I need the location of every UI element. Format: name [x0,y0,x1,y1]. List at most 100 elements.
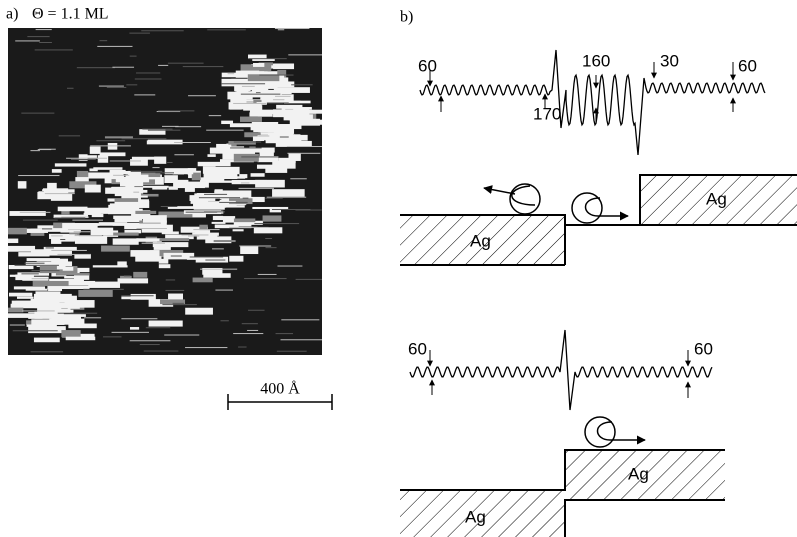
stm-texture [10,325,25,326]
stm-texture [185,188,195,192]
stm-texture [166,279,175,280]
stm-texture [25,263,45,264]
stm-texture [161,206,178,207]
stm-texture [214,240,236,242]
stm-texture [244,278,287,279]
stm-texture [113,238,139,244]
stm-texture [89,237,103,244]
stm-texture [193,278,213,283]
stm-texture [21,273,38,274]
ag-label: Ag [465,507,486,526]
stm-texture [32,278,49,279]
stm-texture [175,126,201,127]
stm-texture [136,238,161,242]
stm-texture [75,235,102,236]
stm-texture [222,146,244,152]
stm-texture [17,297,34,299]
stm-texture [207,154,215,157]
stm-texture [174,154,193,155]
stm-texture [241,156,279,157]
stm-texture [33,281,69,286]
stm-texture [162,231,179,234]
stm-texture [113,223,149,226]
stm-texture [45,193,75,194]
stm-texture [132,157,166,160]
panel-label: a) [6,6,18,23]
stm-texture [35,304,72,308]
stm-texture [97,46,132,47]
stm-texture [259,75,293,76]
stm-texture [101,246,130,252]
stm-texture [167,162,172,163]
stm-texture [117,261,126,266]
wave-label: 160 [582,51,610,70]
stm-texture [130,56,137,57]
stm-texture [58,313,97,314]
stm-texture [51,235,63,236]
stm-texture [146,327,170,328]
stm-texture [155,172,174,173]
stm-texture [204,172,238,179]
stm-texture [31,249,54,254]
stm-texture [143,215,167,223]
figure: a) Θ = 1.1 ML 400 Å b) 60 170 160 30 60 … [0,0,797,537]
stm-texture [121,318,157,319]
stm-texture [90,145,131,146]
stm-texture [107,87,126,88]
stm-texture [135,211,156,214]
stm-texture [141,30,183,31]
stm-texture [88,282,120,288]
stm-texture [248,58,287,59]
stm-texture [27,36,49,37]
stm-texture [83,155,97,158]
stm-texture [42,228,52,229]
stm-texture [228,73,235,74]
stm-texture [144,351,179,352]
stm-texture [57,254,90,255]
stm-texture [212,222,226,224]
stm-texture [171,256,182,257]
stm-texture [281,339,322,340]
stm-texture [291,84,312,85]
stm-texture [233,333,263,334]
stm-texture [206,181,233,183]
stm-texture [66,337,96,341]
stm-texture [112,332,149,333]
stm-texture [254,227,282,233]
stm-texture [96,140,125,141]
stm-texture [165,168,194,174]
stm-texture [57,286,89,289]
stm-texture [100,40,108,41]
stm-texture [258,274,277,275]
stm-texture [140,344,160,345]
stm-texture [193,229,219,230]
stm-texture [173,303,184,304]
ag-label: Ag [706,189,727,208]
stm-texture [241,182,249,183]
stm-texture [204,194,227,195]
stm-texture [13,330,58,331]
stm-texture [225,205,245,207]
motion [598,422,646,440]
stm-texture [8,308,23,313]
stm-texture [277,266,302,267]
stm-texture [251,173,265,177]
wave-label: 60 [738,56,757,75]
stm-texture [273,99,284,100]
stm-texture [99,86,124,87]
stm-texture [110,160,141,161]
stm-texture [239,245,271,246]
stm-texture [287,153,320,154]
stm-texture [61,330,80,337]
stm-texture [35,49,73,50]
stm-texture [67,300,94,308]
stm-texture [74,254,91,258]
stm-texture [135,78,162,79]
stm-texture [277,351,307,352]
stm-texture [238,347,246,348]
stm-texture [112,67,134,68]
atom [510,184,540,214]
stm-texture [72,220,103,221]
stm-texture [34,338,60,343]
stm-texture [263,215,282,221]
